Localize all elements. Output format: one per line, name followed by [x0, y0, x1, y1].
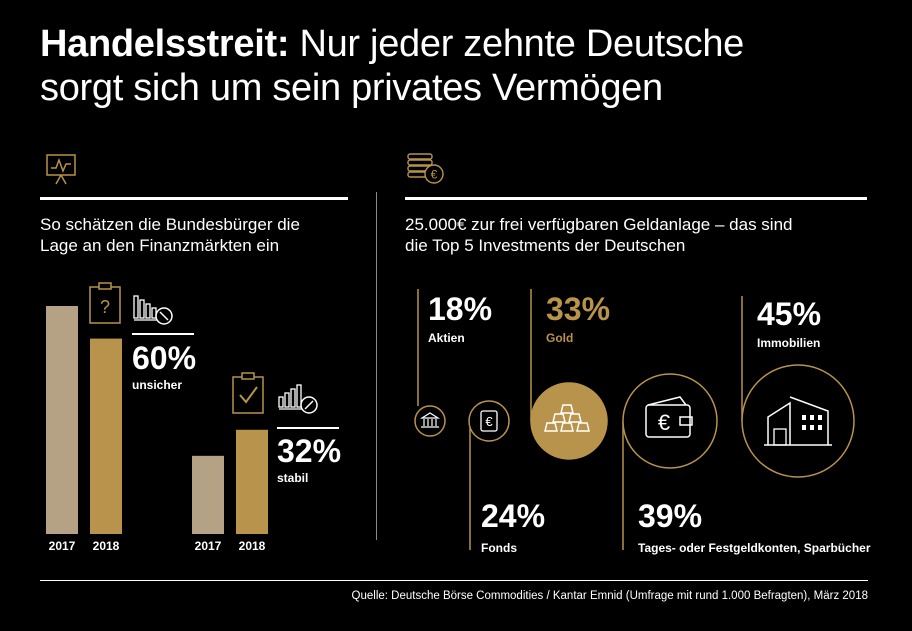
clipboard-question-icon: ? [89, 282, 121, 324]
footer-rule [40, 580, 868, 581]
value-unsicher: 60% [132, 340, 196, 376]
coins-euro-icon: € [407, 153, 444, 184]
circle-4 [741, 364, 855, 478]
page-title: Handelsstreit: Nur jeder zehnte Deutsche… [40, 22, 890, 110]
house-icon [764, 396, 832, 446]
right-section-rule [405, 197, 867, 200]
year-label-2018: 2018 [93, 539, 120, 553]
circle-3 [622, 373, 718, 469]
value-1: 24% [481, 498, 545, 534]
left-subtitle: So schätzen die Bundesbürger die Lage an… [40, 215, 300, 255]
svg-text:€: € [431, 168, 438, 182]
bar-unsicher-2017 [46, 306, 78, 534]
label-stabil: stabil [277, 471, 308, 485]
wallet-icon: € [645, 396, 693, 438]
clipboard-check-icon [232, 372, 264, 414]
value-3: 39% [638, 498, 702, 534]
presentation-chart-icon [46, 154, 76, 185]
left-bar-chart: 2017 2018? 60% unsicher 2017 2018 32% stabil [46, 282, 341, 553]
gold-bars-icon [544, 404, 590, 432]
value-2: 33% [546, 291, 610, 327]
circle-0 [414, 405, 446, 437]
left-section-rule [40, 197, 348, 200]
chart-up-icon [278, 384, 318, 414]
value-rule-unsicher [132, 333, 194, 335]
title-bold: Handelsstreit: [40, 23, 290, 65]
value-rule-stabil [277, 427, 339, 429]
label-2: Gold [546, 331, 573, 345]
chart-down-icon [133, 295, 173, 325]
bank-icon [419, 412, 441, 428]
year-label-2018: 2018 [239, 539, 266, 553]
year-label-2017: 2017 [49, 539, 76, 553]
circle-1 [468, 400, 510, 442]
label-unsicher: unsicher [132, 378, 182, 392]
value-4: 45% [757, 296, 821, 332]
label-3: Tages- oder Festgeldkonten, Sparbücher [638, 541, 871, 555]
bar-unsicher-2018 [90, 338, 122, 534]
euro-coin-icon: € [480, 410, 498, 432]
label-1: Fonds [481, 541, 517, 555]
svg-text:€: € [658, 410, 670, 435]
svg-text:€: € [485, 414, 493, 429]
value-0: 18% [428, 291, 492, 327]
bar-stabil-2017 [192, 455, 224, 534]
year-label-2017: 2017 [195, 539, 222, 553]
title-line2: sorgt sich um sein privates Vermögen [40, 67, 663, 109]
section-divider [376, 192, 377, 540]
right-subtitle: 25.000€ zur frei verfügbaren Geldanlage … [405, 215, 793, 255]
title-rest: Nur jeder zehnte Deutsche [289, 23, 744, 65]
right-investments-chart: 18% Aktien 24% Fonds €33% Gold 39% Tages- oder … [414, 289, 871, 555]
value-stabil: 32% [277, 433, 341, 469]
label-4: Immobilien [757, 336, 820, 350]
label-0: Aktien [428, 331, 465, 345]
svg-text:?: ? [100, 297, 110, 317]
source-note: Quelle: Deutsche Börse Commodities / Kan… [351, 590, 868, 602]
bar-stabil-2018 [236, 429, 268, 534]
